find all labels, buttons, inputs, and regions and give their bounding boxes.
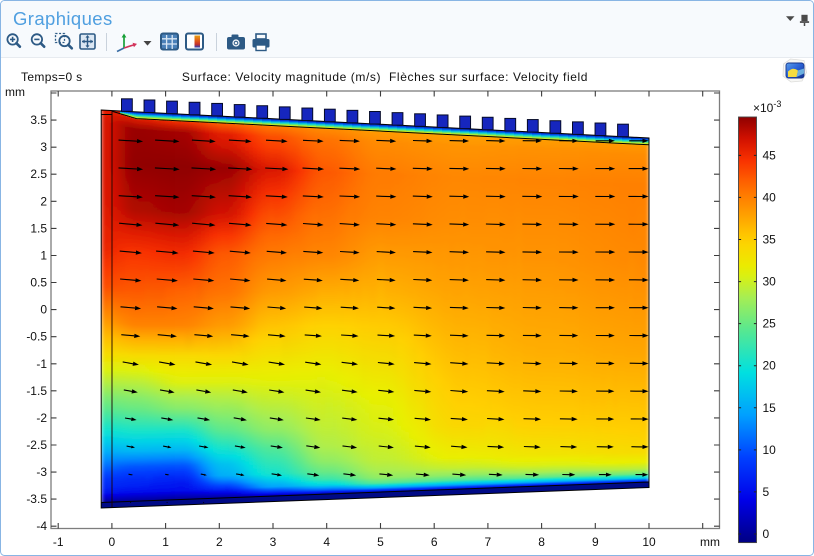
svg-text:-3: -3 [36,465,47,479]
svg-text:2: 2 [216,535,223,549]
svg-text:7: 7 [485,535,492,549]
svg-text:40: 40 [763,190,777,204]
svg-text:Surface: Velocity magnitude (m: Surface: Velocity magnitude (m/s) Flèche… [182,70,588,84]
svg-text:15: 15 [763,401,777,415]
svg-text:-2: -2 [36,411,47,425]
svg-text:4: 4 [323,535,330,549]
svg-text:10: 10 [763,443,777,457]
svg-text:45: 45 [763,148,777,162]
svg-text:0: 0 [109,535,116,549]
svg-text:6: 6 [431,535,438,549]
svg-text:30: 30 [763,275,777,289]
svg-text:Temps=0 s: Temps=0 s [21,70,83,84]
svg-text:1: 1 [40,249,47,263]
svg-text:Graphiques: Graphiques [13,8,113,29]
svg-text:10: 10 [642,535,656,549]
svg-text:0.5: 0.5 [30,276,47,290]
svg-text:5: 5 [377,535,384,549]
svg-text:3: 3 [270,535,277,549]
svg-text:20: 20 [763,359,777,373]
svg-text:5: 5 [763,485,770,499]
svg-text:-1.5: -1.5 [26,384,47,398]
svg-text:2.5: 2.5 [30,167,47,181]
svg-text:1.5: 1.5 [30,221,47,235]
svg-text:2: 2 [40,194,47,208]
svg-text:-1: -1 [36,357,47,371]
svg-text:-0.5: -0.5 [26,330,47,344]
svg-text:mm: mm [700,535,720,549]
svg-text:0: 0 [40,303,47,317]
svg-text:8: 8 [538,535,545,549]
svg-text:-3.5: -3.5 [26,492,47,506]
svg-text:-2.5: -2.5 [26,438,47,452]
svg-text:-4: -4 [36,519,47,533]
svg-text:3.5: 3.5 [30,113,47,127]
svg-text:35: 35 [763,233,777,247]
svg-text:3: 3 [40,140,47,154]
svg-text:0: 0 [763,527,770,541]
svg-text:25: 25 [763,317,777,331]
svg-text:9: 9 [592,535,599,549]
svg-text:-1: -1 [53,535,64,549]
svg-text:mm: mm [5,85,25,99]
svg-text:1: 1 [162,535,169,549]
